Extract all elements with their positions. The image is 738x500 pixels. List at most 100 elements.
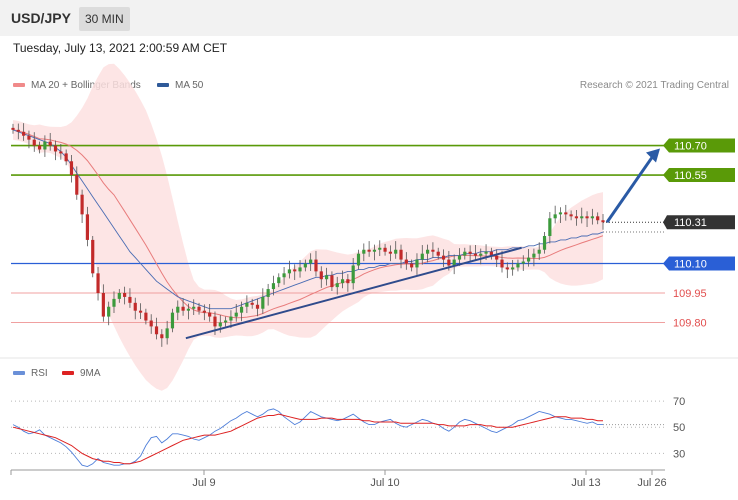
legend-rsi-swatch [13,371,25,376]
legend-ma50: MA 50 [157,80,203,91]
candle-body [282,273,286,278]
candle-body [85,214,90,240]
candle-body [186,308,190,311]
candle-body [59,151,63,154]
candle-body [261,296,265,309]
level-label-110.55: 110.55 [674,170,707,182]
legend-9ma-swatch [62,371,74,376]
bollinger-band [13,63,603,391]
legend-ma20: MA 20 + Bollinger Bands [13,80,141,91]
legend-9ma: 9MA [62,368,101,379]
projection-arrow-head [646,148,660,163]
legend-ma20-label: MA 20 + Bollinger Bands [31,80,141,91]
candle-body [457,255,462,260]
candle-body [96,273,100,293]
candle-body [516,263,520,268]
candle-body [43,141,47,150]
candle-body [218,322,222,327]
candle-body [144,312,148,321]
candle-body [48,141,52,146]
symbol-label: USD/JPY [11,10,71,26]
candle-body [484,251,488,254]
candle-body [537,249,541,254]
candle-body [277,277,281,284]
candle-body [479,253,483,256]
chart-header: USD/JPY 30 MIN [0,0,738,36]
candle-body [32,139,36,146]
rsi-tick-label: 50 [673,422,685,434]
candle-body [255,304,260,309]
candle-body [245,302,249,307]
candle-body [165,328,169,339]
candle-body [192,306,196,309]
candle-body [160,334,164,339]
candle-body [309,259,313,264]
candle-body [234,312,238,317]
candle-body [22,131,26,136]
level-label-110.31: 110.31 [674,217,707,229]
candle-body [415,259,419,268]
candle-body [468,251,472,254]
candle-body [495,255,499,260]
x-tick-label: Jul 13 [571,477,600,489]
candle-body [378,247,382,250]
candle-body [266,289,270,297]
ma20-line [12,129,604,319]
level-tag-110.55 [663,168,735,183]
candle-body [53,145,58,152]
candle-body [208,312,212,317]
candle-body [181,306,185,311]
candle-body [436,251,440,256]
level-label-110.70: 110.70 [674,141,707,153]
candle-body [293,269,297,272]
level-tag-110.70 [663,138,735,153]
candle-body [388,251,392,254]
candle-body [580,216,584,219]
timeframe-badge[interactable]: 30 MIN [79,7,130,31]
candle-body [420,253,424,260]
level-label-110.10: 110.10 [674,259,707,271]
candle-body [542,235,547,250]
candle-body [154,326,159,335]
candle-body [107,306,111,317]
candle-body [526,257,531,262]
candle-body [505,267,509,270]
candle-body [314,259,318,272]
ma50-line [12,129,604,310]
candle-body [319,271,323,280]
legend-9ma-label: 9MA [80,368,101,379]
candle-body [356,253,361,266]
candle-body [383,247,387,252]
candle-body [463,251,467,256]
candle-body [11,127,15,130]
x-tick-label: Jul 10 [370,477,399,489]
candle-body [521,261,525,264]
candle-body [91,239,95,274]
candle-body [325,275,329,280]
candle-body [176,306,180,313]
legend-rsi: RSI [13,368,48,379]
candle-body [271,283,276,290]
candle-body [394,249,398,254]
candle-body [213,316,217,327]
rsi-tick-label: 30 [673,448,685,460]
candle-body [287,269,291,274]
candle-body [596,216,600,221]
candle-body [298,267,302,272]
level-tag-110.31 [663,215,735,230]
rsi-tick-label: 70 [673,396,685,408]
rsi-ma-line [12,413,603,465]
candle-body [170,312,175,329]
candle-body [367,249,371,252]
candle-body [133,302,137,311]
candle-body [69,161,74,176]
credit-label: Research © 2021 Trading Central [579,80,729,91]
rsi-line [12,408,603,467]
candle-body [532,253,536,258]
candle-body [558,212,563,215]
candle-body [569,214,573,217]
candle-body [590,216,594,219]
candle-body [404,259,408,264]
candle-body [362,249,366,254]
